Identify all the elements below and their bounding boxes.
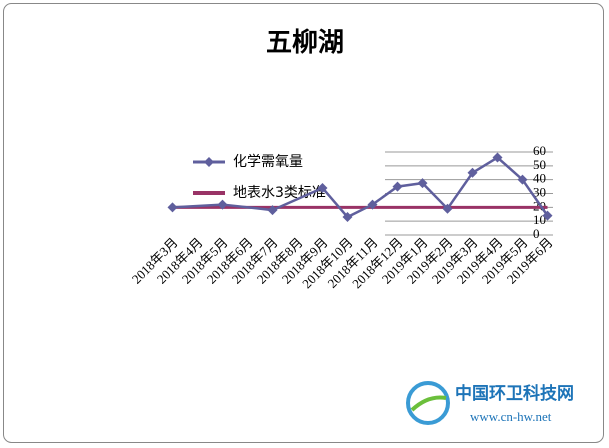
- data-point: [367, 199, 378, 210]
- data-point: [317, 182, 328, 193]
- watermark-logo: [410, 395, 447, 412]
- data-point: [542, 210, 553, 221]
- legend-label: 化学需氧量: [233, 154, 303, 170]
- data-point: [417, 178, 428, 189]
- chart-title: 五柳湖: [266, 28, 344, 57]
- gap-connector: [271, 186, 324, 212]
- watermark-name: 中国环卫科技网: [455, 383, 574, 403]
- data-point: [492, 152, 503, 163]
- watermark: 中国环卫科技网 www.cn-hw.net: [406, 381, 574, 425]
- y-tick-label: 50: [533, 157, 546, 172]
- data-point: [517, 174, 528, 185]
- data-point: [167, 202, 178, 213]
- data-point: [342, 212, 353, 223]
- chart-border: [3, 3, 604, 443]
- gap-connector: [172, 203, 223, 209]
- series-line: [321, 155, 549, 219]
- data-point: [442, 203, 453, 214]
- data-point: [267, 205, 278, 216]
- data-point: [392, 181, 403, 192]
- y-tick-label: 60: [533, 143, 546, 158]
- y-tick-label: 0: [533, 226, 540, 241]
- legend-marker: [204, 157, 214, 167]
- watermark-url: www.cn-hw.net: [470, 409, 552, 424]
- watermark-logo: [406, 381, 450, 425]
- y-tick-label: 40: [533, 171, 546, 186]
- y-tick-label: 30: [533, 184, 546, 199]
- gap-connector: [222, 203, 273, 212]
- data-point: [217, 199, 228, 210]
- data-point: [467, 167, 478, 178]
- y-tick-label: 10: [533, 212, 546, 227]
